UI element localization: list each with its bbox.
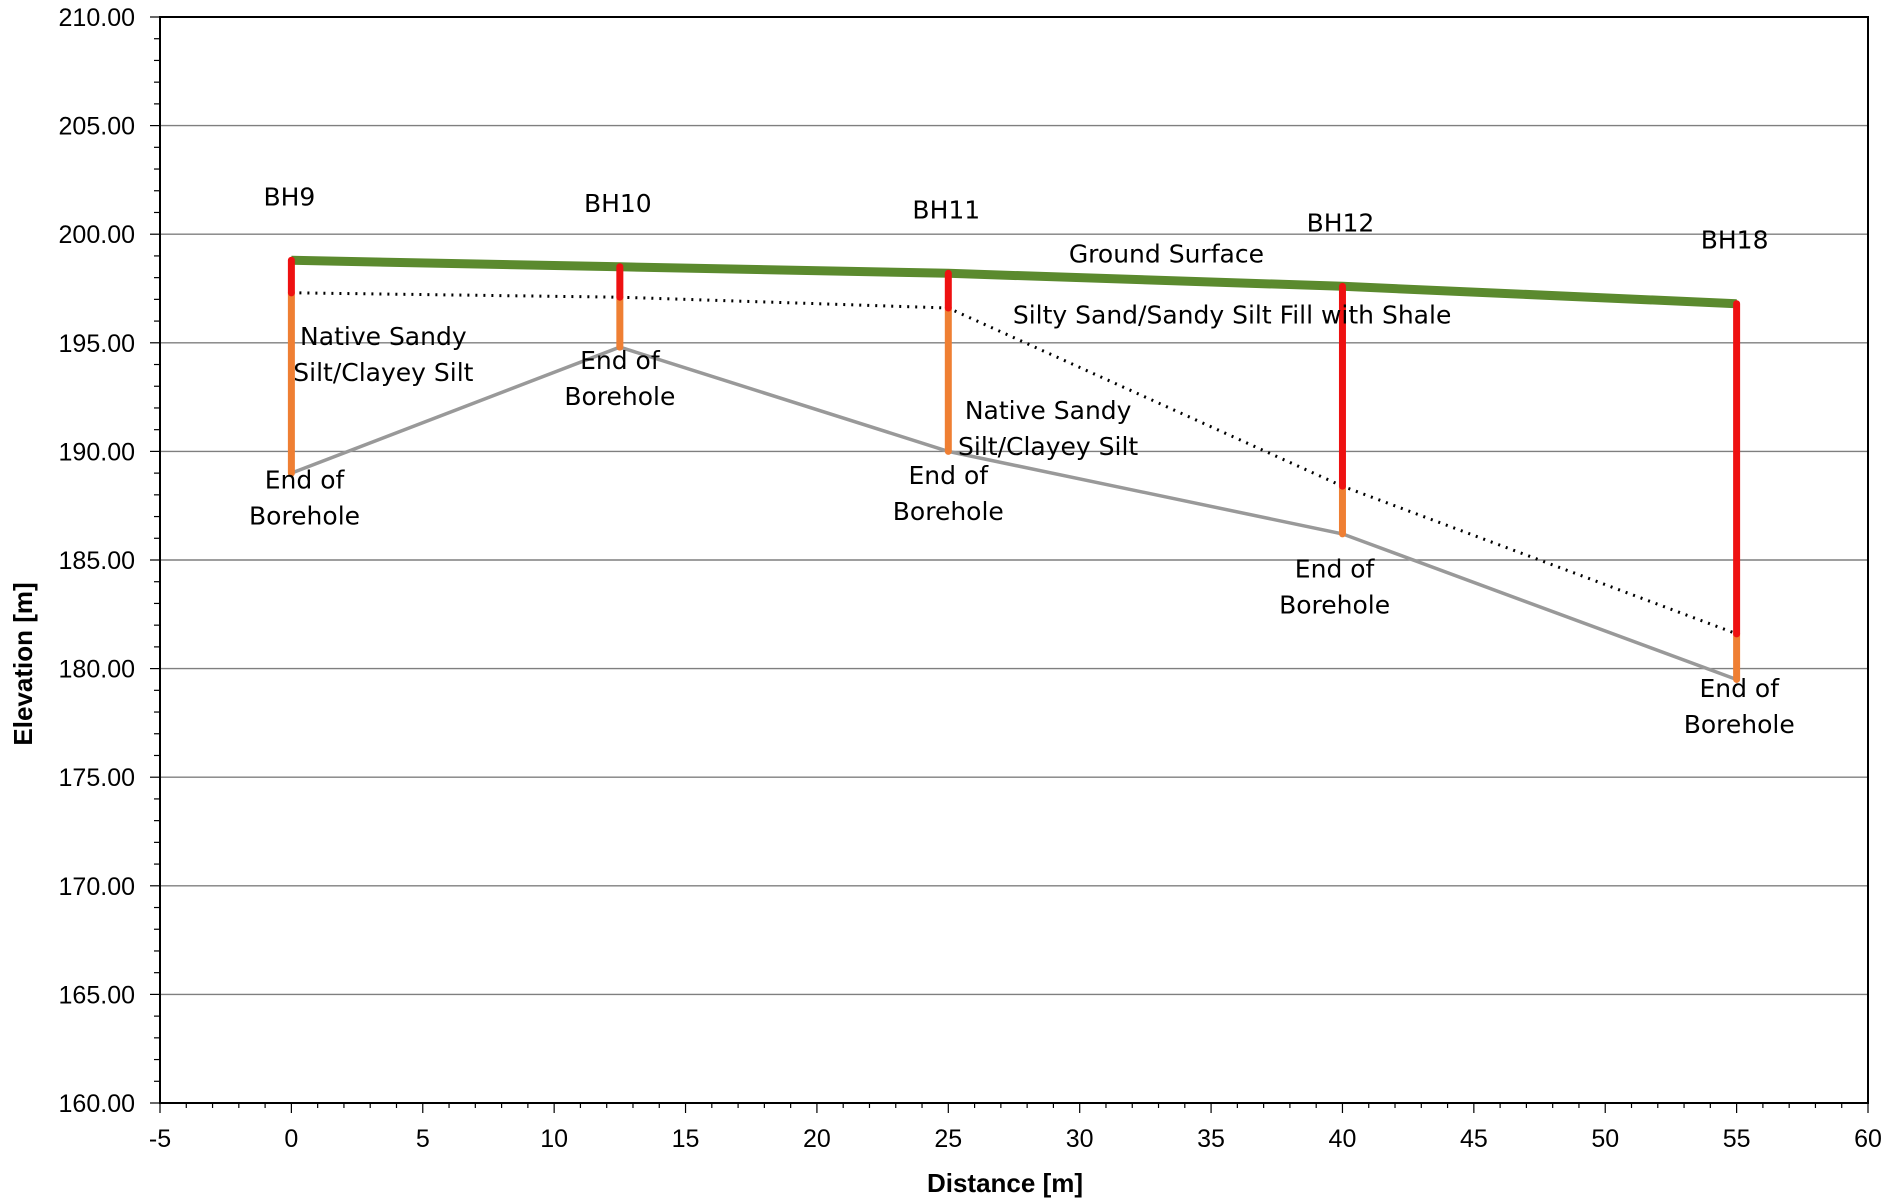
annotations-layer: Ground Surface Silty Sand/Sandy Silt Fill… <box>249 239 1795 738</box>
annotation-line: Borehole <box>1279 590 1390 619</box>
y-tick-label: 210.00 <box>59 4 135 32</box>
annotation-label: Silty Sand/Sandy Silt Fill with Shale <box>1013 300 1451 329</box>
x-tick-label: 40 <box>1329 1125 1357 1153</box>
borehole-label: BH9 <box>263 182 315 211</box>
gridlines <box>160 124 1868 996</box>
y-tick-label: 165.00 <box>59 981 135 1009</box>
x-tick-label: 10 <box>540 1125 568 1153</box>
annotation-line: Silty Sand/Sandy Silt Fill with Shale <box>1013 300 1451 329</box>
annotation-line: Borehole <box>893 497 1004 526</box>
y-tick-label: 185.00 <box>59 547 135 575</box>
annotation-line: End of <box>580 346 661 375</box>
y-tick-label: 160.00 <box>59 1090 135 1118</box>
y-axis-title: Elevation [m] <box>8 582 38 745</box>
annotation-line: End of <box>1295 554 1376 583</box>
annotation-line: Borehole <box>564 382 675 411</box>
annotation-line: Ground Surface <box>1069 239 1264 268</box>
x-tick-label: 5 <box>416 1125 430 1153</box>
y-tick-label: 175.00 <box>59 764 135 792</box>
borehole-label: BH10 <box>584 189 652 218</box>
annotation-label: End of Borehole <box>893 461 1004 526</box>
boreholes-layer: BH9 BH10 BH11 BH12 BH18 <box>263 182 1769 683</box>
annotation-line: End of <box>909 461 990 490</box>
y-tick-label: 195.00 <box>59 330 135 358</box>
annotation-line: End of <box>265 465 346 494</box>
x-tick-label: 25 <box>934 1125 962 1153</box>
annotation-line: Native Sandy <box>300 322 467 351</box>
annotation-line: End of <box>1699 674 1780 703</box>
annotation-line: Borehole <box>1684 710 1795 739</box>
x-tick-label: 0 <box>284 1125 298 1153</box>
annotation-label: Native Sandy Silt/Clayey Silt <box>293 322 473 387</box>
y-tick-label: 170.00 <box>59 873 135 901</box>
x-tick-label: 20 <box>803 1125 831 1153</box>
y-tick-label: 180.00 <box>59 656 135 684</box>
annotation-label: End of Borehole <box>564 346 675 411</box>
x-axis-title: Distance [m] <box>927 1168 1083 1198</box>
fill-bottom-line <box>291 291 1738 636</box>
annotation-label: Native Sandy Silt/Clayey Silt <box>958 396 1138 461</box>
y-tick-label: 200.00 <box>59 221 135 249</box>
x-tick-label: 30 <box>1066 1125 1094 1153</box>
x-axis: -5 0 5 10 15 20 25 30 35 40 45 50 55 60 <box>149 1103 1882 1153</box>
annotation-line: Silt/Clayey Silt <box>958 432 1138 461</box>
x-tick-label: 60 <box>1854 1125 1882 1153</box>
plot-area-frame <box>159 16 1869 1104</box>
borehole-label: BH12 <box>1307 208 1375 237</box>
annotation-line: Native Sandy <box>965 396 1132 425</box>
x-tick-label: 15 <box>672 1125 700 1153</box>
y-axis: 160.00 165.00 170.00 175.00 180.00 185.00 190.… <box>59 4 160 1118</box>
annotation-label: End of Borehole <box>1684 674 1795 739</box>
y-tick-label: 190.00 <box>59 438 135 466</box>
annotation-line: Borehole <box>249 501 360 530</box>
x-tick-label: 35 <box>1197 1125 1225 1153</box>
x-tick-label: 50 <box>1591 1125 1619 1153</box>
borehole-label: BH18 <box>1701 226 1769 255</box>
x-tick-label: -5 <box>149 1125 171 1153</box>
annotation-label: Ground Surface <box>1069 239 1264 268</box>
annotation-label: End of Borehole <box>1279 554 1390 619</box>
y-tick-label: 205.00 <box>59 113 135 141</box>
x-tick-label: 45 <box>1460 1125 1488 1153</box>
annotation-label: End of Borehole <box>249 465 360 530</box>
x-tick-label: 55 <box>1723 1125 1751 1153</box>
annotation-line: Silt/Clayey Silt <box>293 358 473 387</box>
borehole-label: BH11 <box>912 195 980 224</box>
